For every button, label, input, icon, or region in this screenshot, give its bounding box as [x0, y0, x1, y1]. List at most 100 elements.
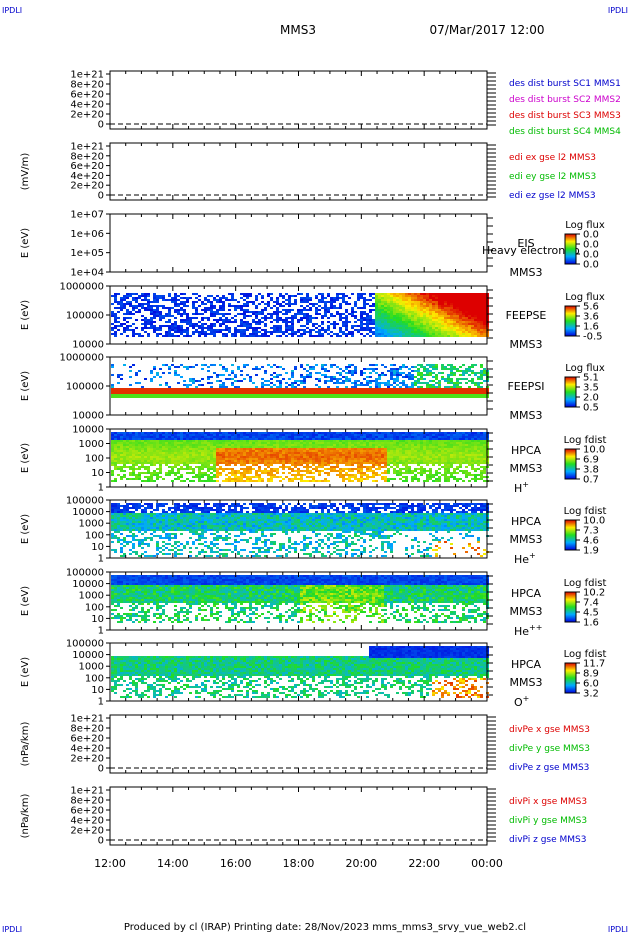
- heatmap-cell: [360, 307, 363, 309]
- heatmap-cell: [336, 388, 339, 390]
- heatmap-cell: [414, 325, 417, 327]
- heatmap-cell: [156, 392, 159, 394]
- heatmap-cell: [456, 333, 459, 335]
- heatmap-cell: [468, 374, 471, 376]
- heatmap-cell: [168, 313, 171, 315]
- corner-mark-top-right: IPDLI: [608, 6, 628, 15]
- heatmap-cell: [219, 297, 222, 299]
- heatmap-cell: [420, 303, 423, 305]
- heatmap-cell: [312, 303, 315, 305]
- heatmap-cell: [276, 313, 279, 315]
- heatmap-cell: [351, 382, 354, 384]
- heatmap-cell: [120, 325, 123, 327]
- heatmap-cell: [252, 446, 255, 448]
- heatmap-cell: [300, 329, 303, 331]
- heatmap-cell: [156, 305, 159, 307]
- heatmap-cell: [276, 307, 279, 309]
- heatmap-cell: [180, 440, 183, 442]
- heatmap-cell: [480, 327, 483, 329]
- heatmap-cell: [156, 372, 159, 374]
- heatmap-cell: [243, 331, 246, 333]
- heatmap-cell: [240, 432, 243, 434]
- heatmap-cell: [192, 438, 195, 440]
- heatmap-cell: [345, 311, 348, 313]
- heatmap-cell: [378, 390, 381, 392]
- heatmap-cell: [204, 434, 207, 436]
- heatmap-cell: [426, 315, 429, 317]
- heatmap-cell: [237, 480, 240, 482]
- heatmap-cell: [378, 295, 381, 297]
- heatmap-cell: [405, 327, 408, 329]
- heatmap-cell: [474, 321, 477, 323]
- heatmap-cell: [456, 309, 459, 311]
- heatmap-cell: [132, 456, 135, 458]
- heatmap-cell: [480, 307, 483, 309]
- heatmap-cell: [279, 454, 282, 456]
- heatmap-cell: [207, 474, 210, 476]
- heatmap-cell: [183, 309, 186, 311]
- heatmap-cell: [405, 315, 408, 317]
- heatmap-cell: [462, 335, 465, 337]
- heatmap-cell: [258, 392, 261, 394]
- heatmap-cell: [333, 333, 336, 335]
- heatmap-cell: [348, 331, 351, 333]
- heatmap-cell: [180, 446, 183, 448]
- heatmap-cell: [132, 436, 135, 438]
- heatmap-cell: [318, 480, 321, 482]
- heatmap-cell: [135, 464, 138, 466]
- heatmap-cell: [141, 329, 144, 331]
- heatmap-cell: [198, 476, 201, 478]
- heatmap-cell: [192, 394, 195, 396]
- heatmap-cell: [345, 303, 348, 305]
- heatmap-cell: [393, 295, 396, 297]
- heatmap-cell: [147, 432, 150, 434]
- heatmap-cell: [318, 325, 321, 327]
- heatmap-cell: [228, 319, 231, 321]
- heatmap-cell: [288, 295, 291, 297]
- heatmap-cell: [321, 327, 324, 329]
- heatmap-cell: [360, 311, 363, 313]
- heatmap-cell: [231, 297, 234, 299]
- heatmap-cell: [432, 315, 435, 317]
- heatmap-cell: [390, 333, 393, 335]
- heatmap-cell: [411, 366, 414, 368]
- heatmap-cell: [123, 394, 126, 396]
- heatmap-cell: [333, 299, 336, 301]
- heatmap-cell: [399, 299, 402, 301]
- heatmap-cell: [273, 329, 276, 331]
- heatmap-cell: [114, 456, 117, 458]
- heatmap-cell: [456, 311, 459, 313]
- heatmap-cell: [405, 388, 408, 390]
- heatmap-cell: [465, 392, 468, 394]
- heatmap-cell: [450, 335, 453, 337]
- heatmap-cell: [246, 442, 249, 444]
- heatmap-cell: [285, 448, 288, 450]
- heatmap-cell: [387, 388, 390, 390]
- heatmap-cell: [180, 442, 183, 444]
- heatmap-cell: [279, 448, 282, 450]
- heatmap-cell: [162, 442, 165, 444]
- heatmap-cell: [141, 444, 144, 446]
- heatmap-cell: [168, 470, 171, 472]
- heatmap-cell: [306, 392, 309, 394]
- heatmap-cell: [210, 390, 213, 392]
- heatmap-cell: [255, 329, 258, 331]
- heatmap-cell: [396, 319, 399, 321]
- heatmap-cell: [297, 438, 300, 440]
- heatmap-cell: [330, 305, 333, 307]
- heatmap-cell: [462, 313, 465, 315]
- heatmap-cell: [276, 388, 279, 390]
- heatmap-cell: [327, 370, 330, 372]
- heatmap-cell: [117, 468, 120, 470]
- heatmap-cell: [471, 327, 474, 329]
- heatmap-cell: [180, 452, 183, 454]
- heatmap-cell: [171, 480, 174, 482]
- heatmap-cell: [402, 319, 405, 321]
- heatmap-cell: [336, 366, 339, 368]
- heatmap-cell: [453, 313, 456, 315]
- heatmap-cell: [300, 382, 303, 384]
- heatmap-cell: [282, 295, 285, 297]
- heatmap-cell: [144, 293, 147, 295]
- heatmap-cell: [213, 307, 216, 309]
- heatmap-cell: [477, 307, 480, 309]
